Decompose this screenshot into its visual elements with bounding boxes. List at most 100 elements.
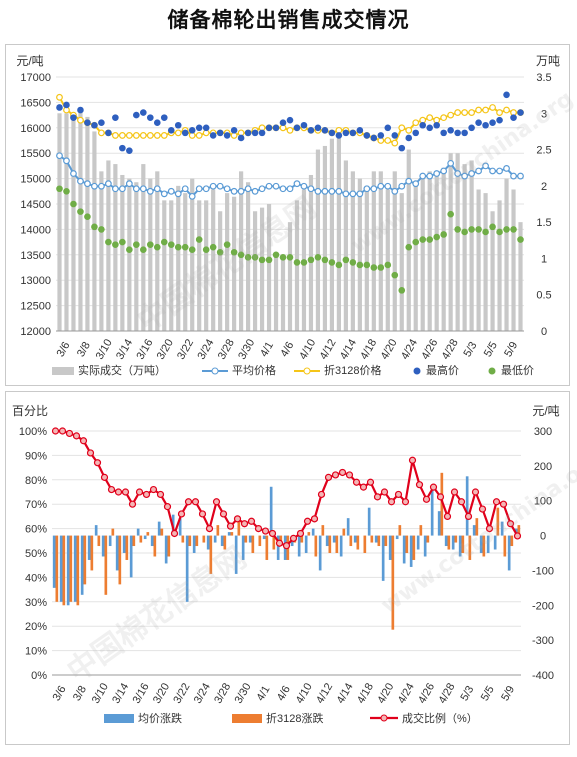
avg-change-bar bbox=[262, 535, 266, 540]
avg-price-line-point bbox=[426, 172, 434, 180]
min-price-dot bbox=[181, 243, 189, 251]
avg-price-line-point bbox=[139, 185, 147, 193]
change3128-bar bbox=[503, 535, 507, 557]
right-tick-label: 0.5 bbox=[536, 290, 551, 302]
legend-volume-swatch bbox=[52, 367, 74, 375]
max-price-dot bbox=[174, 121, 182, 129]
change-ratio-chart-panel: 百分比 元/吨 0% 10% 20% 30% 40% 50% 60% 70% 80% 90% 100% -… bbox=[5, 391, 570, 745]
change3128-bar bbox=[153, 535, 157, 557]
avg-price-line-point bbox=[209, 182, 217, 190]
volume-bar bbox=[343, 160, 348, 331]
avg-price-line-point bbox=[405, 177, 413, 185]
price-volume-chart-panel: 元/吨 万吨 12000 12500 13000 13500 14000 14500 15000… bbox=[5, 44, 570, 386]
avg-price-line-point bbox=[321, 187, 329, 195]
ratio-point bbox=[240, 520, 249, 528]
x-tick-label: 3/16 bbox=[131, 681, 152, 706]
ratio-point bbox=[219, 510, 228, 518]
change3128-bar bbox=[97, 535, 101, 547]
ratio-point bbox=[359, 483, 368, 491]
volume-bar bbox=[273, 254, 279, 331]
ratio-point bbox=[177, 510, 186, 518]
avg-change-bar bbox=[73, 535, 77, 602]
right-tick-label: 100 bbox=[534, 496, 552, 508]
change3128-bar bbox=[216, 525, 220, 536]
ratio-point bbox=[478, 505, 487, 513]
price3128-line-point bbox=[398, 124, 406, 132]
volume-bar bbox=[162, 200, 167, 331]
min-price-dot bbox=[426, 236, 434, 243]
max-price-dot bbox=[105, 129, 112, 137]
avg-price-line-point bbox=[398, 182, 406, 190]
left-tick-label: 10% bbox=[25, 646, 47, 658]
min-price-dot bbox=[349, 259, 357, 266]
right-tick-label: 1.5 bbox=[536, 217, 551, 229]
max-price-dot bbox=[237, 134, 245, 142]
min-price-dot bbox=[251, 254, 259, 261]
ratio-point bbox=[303, 517, 312, 525]
change3128-bar bbox=[398, 525, 402, 536]
ratio-point bbox=[373, 493, 382, 501]
min-price-dot bbox=[258, 256, 266, 264]
x-tick-label: 4/1 bbox=[258, 340, 276, 359]
max-price-dot bbox=[119, 144, 126, 152]
ratio-point bbox=[121, 488, 130, 496]
avg-change-bar bbox=[157, 521, 161, 536]
ratio-point bbox=[499, 500, 508, 508]
ratio-point bbox=[436, 493, 445, 501]
change3128-bar bbox=[447, 535, 451, 550]
left-tick-label: 17000 bbox=[20, 72, 51, 84]
volume-bar bbox=[308, 174, 314, 331]
left-tick-label: 60% bbox=[25, 524, 47, 536]
ratio-point bbox=[513, 532, 522, 540]
volume-bar bbox=[287, 222, 293, 331]
max-price-dot bbox=[496, 116, 503, 124]
x-tick-label: 5/5 bbox=[482, 340, 500, 359]
volume-bar bbox=[148, 178, 153, 331]
volume-bar bbox=[85, 116, 90, 332]
avg-price-line-point bbox=[510, 172, 517, 180]
max-price-dot bbox=[440, 129, 447, 137]
avg-change-bar bbox=[500, 521, 504, 536]
min-price-dot bbox=[230, 248, 238, 256]
min-price-dot bbox=[496, 228, 503, 236]
page-title: 储备棉轮出销售成交情况 bbox=[167, 7, 410, 32]
change3128-bar bbox=[426, 535, 430, 543]
avg-change-bar bbox=[213, 535, 217, 543]
volume-bar bbox=[497, 200, 502, 331]
min-price-dot bbox=[140, 246, 147, 254]
volume-bar bbox=[120, 174, 125, 331]
x-tick-label: 3/10 bbox=[90, 681, 111, 706]
avg-price-line-point bbox=[216, 182, 224, 190]
max-price-dot bbox=[307, 127, 315, 134]
max-price-dot bbox=[63, 101, 70, 109]
ratio-point bbox=[317, 490, 326, 499]
max-price-dot bbox=[244, 129, 252, 137]
min-price-dot bbox=[265, 256, 273, 264]
min-price-dot bbox=[356, 261, 364, 269]
ratio-point bbox=[387, 498, 396, 506]
change3128-bar bbox=[363, 535, 367, 553]
max-price-dot bbox=[258, 129, 266, 137]
avg-price-line-point bbox=[195, 185, 203, 193]
avg-price-line-point bbox=[370, 185, 378, 193]
avg-change-bar bbox=[143, 535, 147, 540]
ratio-point bbox=[429, 483, 438, 491]
avg-price-line-point bbox=[489, 167, 496, 175]
left-tick-label: 13500 bbox=[20, 250, 51, 262]
change3128-bar bbox=[188, 535, 192, 547]
x-tick-label: 5/3 bbox=[458, 684, 476, 703]
ratio-point bbox=[142, 490, 151, 499]
price3128-line-point bbox=[475, 106, 482, 114]
right-tick-label: 3.5 bbox=[536, 72, 551, 84]
price3128-line-point bbox=[468, 109, 476, 116]
avg-price-line-point bbox=[272, 182, 280, 190]
price3128-line-point bbox=[447, 111, 455, 119]
volume-bar bbox=[92, 131, 97, 331]
price3128-line-point bbox=[286, 126, 294, 134]
min-price-dot bbox=[237, 251, 245, 259]
volume-bar bbox=[399, 193, 404, 331]
min-price-dot bbox=[188, 246, 196, 254]
right-tick-label: 0 bbox=[541, 326, 547, 338]
avg-change-bar bbox=[66, 535, 70, 606]
avg-change-bar bbox=[185, 535, 189, 602]
